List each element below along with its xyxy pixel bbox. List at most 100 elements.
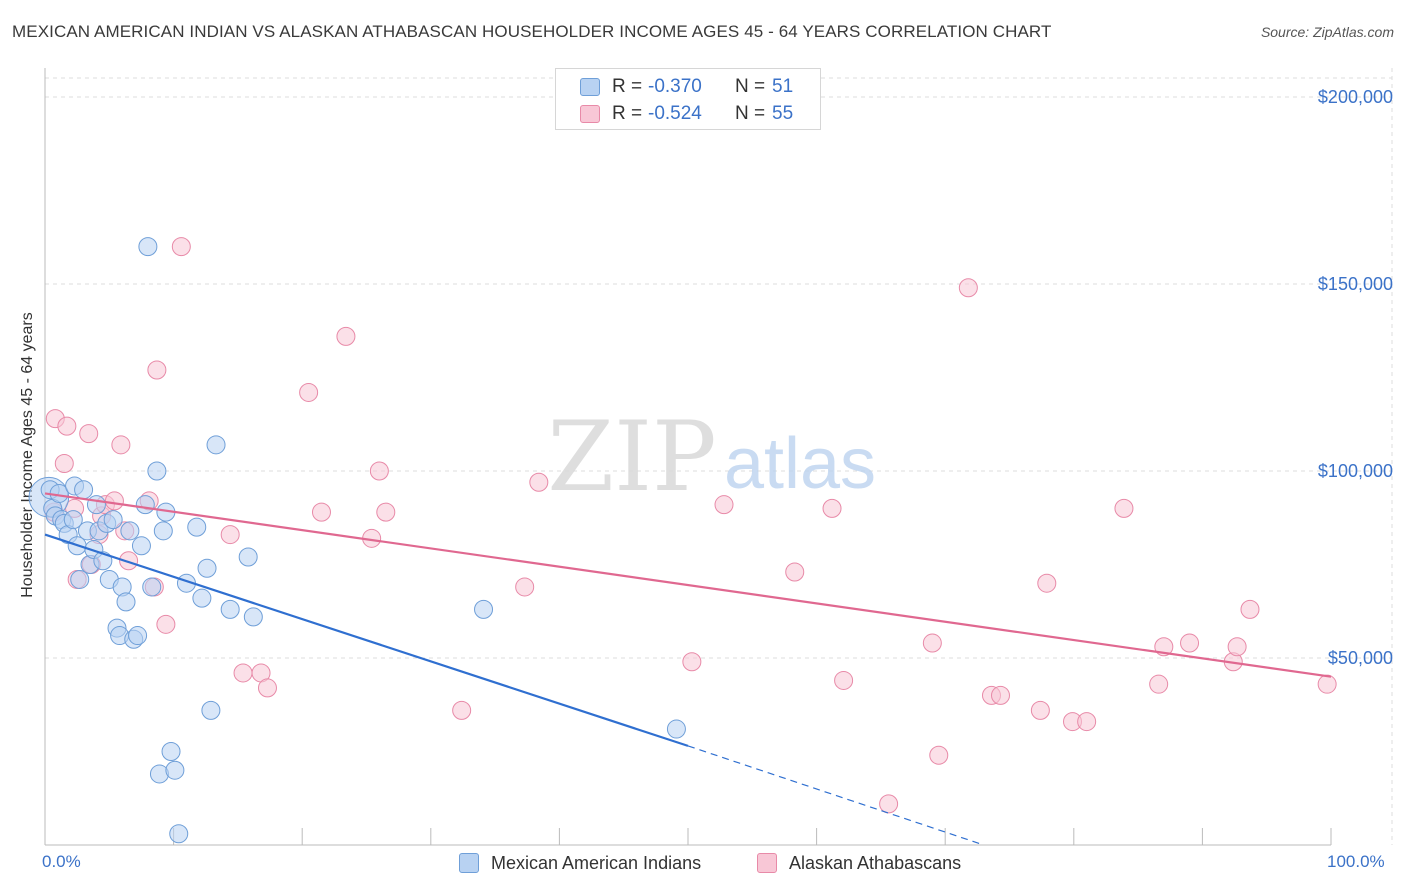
point-alaskan-athabascan [119,551,139,571]
point-alaskan-athabascan [336,326,356,346]
legend-r-value: -0.524 [648,103,702,124]
point-alaskan-athabascan [529,472,549,492]
point-alaskan-athabascan [233,663,253,683]
point-mexican-american-indian [474,599,494,619]
point-alaskan-athabascan [79,424,99,444]
trend-line-blue [44,533,689,747]
legend-swatch-blue [580,78,600,96]
point-alaskan-athabascan [922,633,942,653]
series-alaskan-athabascans [44,237,1337,814]
legend-n-label: N = [735,103,766,124]
point-mexican-american-indian [142,577,162,597]
legend-n-value: 51 [772,76,794,97]
legend-r-label: R = [612,103,643,124]
point-alaskan-athabascan [171,237,191,257]
point-mexican-american-indian [70,569,90,589]
point-alaskan-athabascan [104,491,124,511]
point-alaskan-athabascan [1030,700,1050,720]
point-alaskan-athabascan [54,454,74,474]
legend-n-value: 55 [772,103,794,124]
point-mexican-american-indian [220,599,240,619]
point-alaskan-athabascan [1227,637,1247,657]
x-tick-label-min: 0.0% [42,852,81,871]
point-alaskan-athabascan [1037,573,1057,593]
point-alaskan-athabascan [57,416,77,436]
point-mexican-american-indian [128,626,148,646]
point-alaskan-athabascan [879,794,899,814]
correlation-legend: R = -0.370 N = 51 R = -0.524 N = 55 [555,68,821,130]
y-tick-label: $200,000 [1318,87,1393,107]
legend-n-label: N = [735,76,766,97]
point-mexican-american-indian [74,480,94,500]
bottom-legend-label-blue: Mexican American Indians [491,853,702,873]
point-alaskan-athabascan [452,700,472,720]
point-mexican-american-indian [666,719,686,739]
point-mexican-american-indian [63,510,83,530]
legend-r-value: -0.370 [648,76,702,97]
axes [44,68,1332,846]
chart-title: MEXICAN AMERICAN INDIAN VS ALASKAN ATHAB… [12,22,1052,41]
point-alaskan-athabascan [929,745,949,765]
point-alaskan-athabascan [714,495,734,515]
point-mexican-american-indian [93,551,113,571]
point-mexican-american-indian [131,536,151,556]
point-mexican-american-indian [135,495,155,515]
point-mexican-american-indian [197,558,217,578]
point-mexican-american-indian [187,517,207,537]
point-mexican-american-indian [161,742,181,761]
point-alaskan-athabascan [299,382,319,402]
trend-lines [44,492,1332,846]
trend-line-pink [44,492,1332,678]
point-alaskan-athabascan [311,502,331,522]
point-alaskan-athabascan [785,562,805,582]
point-alaskan-athabascan [376,502,396,522]
point-mexican-american-indian [165,760,185,780]
point-alaskan-athabascan [1077,712,1097,732]
point-mexican-american-indian [192,588,212,608]
point-alaskan-athabascan [369,461,389,481]
point-mexican-american-indian [169,824,189,844]
point-mexican-american-indian [238,547,258,567]
x-tick-label-max: 100.0% [1327,852,1385,871]
y-tick-label: $50,000 [1328,648,1393,668]
y-tick-label: $100,000 [1318,461,1393,481]
y-tick-label: $150,000 [1318,274,1393,294]
point-mexican-american-indian [147,461,167,481]
bottom-legend-label-pink: Alaskan Athabascans [789,853,962,873]
legend-r-label: R = [612,76,643,97]
point-mexican-american-indian [201,700,221,720]
source-label: Source: ZipAtlas.com [1260,24,1394,40]
point-alaskan-athabascan [147,360,167,380]
point-mexican-american-indian [206,435,226,455]
point-mexican-american-indian [116,592,136,612]
trend-line-blue-extension [687,745,984,846]
point-mexican-american-indian [243,607,263,627]
point-alaskan-athabascan [990,685,1010,705]
point-mexican-american-indian [138,237,158,257]
point-mexican-american-indian [153,521,173,541]
point-alaskan-athabascan [822,498,842,518]
point-alaskan-athabascan [220,525,240,545]
bottom-legend-swatch-pink [757,853,777,873]
point-mexican-american-indian [120,521,140,541]
watermark-atlas: atlas [724,424,876,504]
point-alaskan-athabascan [1240,599,1260,619]
y-tick-labels: $200,000 $150,000 $100,000 $50,000 [1318,87,1393,668]
point-alaskan-athabascan [257,678,277,698]
legend-swatch-pink [580,105,600,123]
point-alaskan-athabascan [515,577,535,597]
point-alaskan-athabascan [834,670,854,690]
point-alaskan-athabascan [958,278,978,298]
point-mexican-american-indian [86,495,106,515]
watermark-zip: ZIP [547,401,716,513]
point-alaskan-athabascan [1317,674,1337,694]
point-alaskan-athabascan [682,652,702,672]
point-alaskan-athabascan [1180,633,1200,653]
point-alaskan-athabascan [1149,674,1169,694]
point-alaskan-athabascan [156,614,176,634]
series-mexican-american-indians [28,237,686,844]
point-alaskan-athabascan [111,435,131,455]
bottom-legend-swatch-blue [459,853,479,873]
point-mexican-american-indian [103,510,123,530]
